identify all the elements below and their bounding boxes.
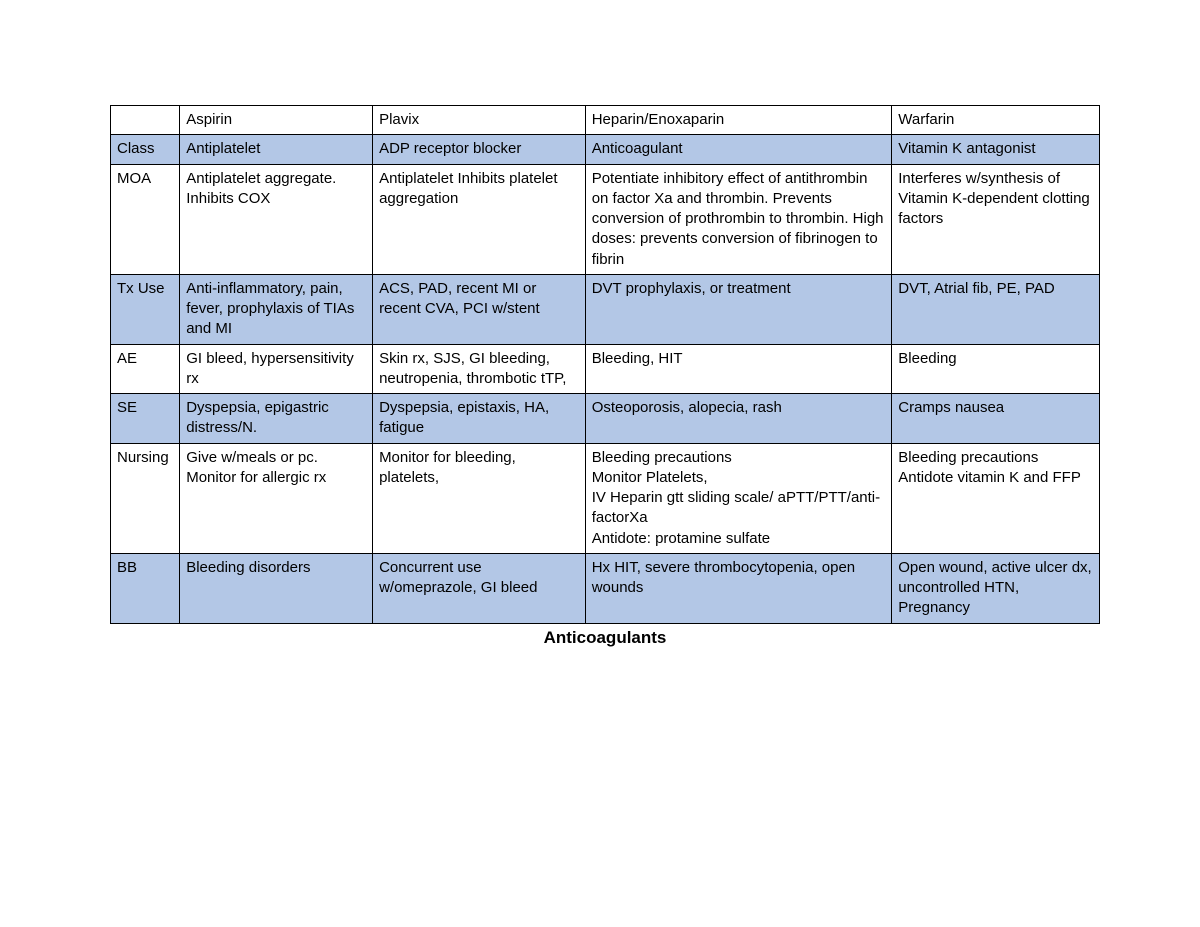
table-cell: Nursing bbox=[111, 443, 180, 553]
table-caption: Anticoagulants bbox=[110, 628, 1100, 648]
table-cell: Aspirin bbox=[180, 106, 373, 135]
table-cell: Anticoagulant bbox=[585, 135, 892, 164]
table-cell: Bleeding disorders bbox=[180, 553, 373, 623]
table-cell: Warfarin bbox=[892, 106, 1100, 135]
table-row: ClassAntiplateletADP receptor blockerAnt… bbox=[111, 135, 1100, 164]
table-cell: GI bleed, hypersensitivity rx bbox=[180, 344, 373, 394]
table-cell: Give w/meals or pc. Monitor for allergic… bbox=[180, 443, 373, 553]
table-cell: Anti-inflammatory, pain, fever, prophyla… bbox=[180, 274, 373, 344]
table-row: AspirinPlavixHeparin/EnoxaparinWarfarin bbox=[111, 106, 1100, 135]
table-cell: SE bbox=[111, 394, 180, 444]
table-cell: Hx HIT, severe thrombocytopenia, open wo… bbox=[585, 553, 892, 623]
table-cell: ACS, PAD, recent MI or recent CVA, PCI w… bbox=[373, 274, 586, 344]
table-cell: Heparin/Enoxaparin bbox=[585, 106, 892, 135]
page: AspirinPlavixHeparin/EnoxaparinWarfarinC… bbox=[0, 0, 1200, 927]
table-row: BBBleeding disordersConcurrent use w/ome… bbox=[111, 553, 1100, 623]
table-cell: Antiplatelet Inhibits platelet aggregati… bbox=[373, 164, 586, 274]
table-cell: DVT, Atrial fib, PE, PAD bbox=[892, 274, 1100, 344]
table-cell: Dyspepsia, epigastric distress/N. bbox=[180, 394, 373, 444]
anticoagulants-table: AspirinPlavixHeparin/EnoxaparinWarfarinC… bbox=[110, 105, 1100, 624]
table-cell: AE bbox=[111, 344, 180, 394]
table-cell: Concurrent use w/omeprazole, GI bleed bbox=[373, 553, 586, 623]
table-cell: Potentiate inhibitory effect of antithro… bbox=[585, 164, 892, 274]
table-row: Tx UseAnti-inflammatory, pain, fever, pr… bbox=[111, 274, 1100, 344]
table-cell: Bleeding bbox=[892, 344, 1100, 394]
table-cell: ADP receptor blocker bbox=[373, 135, 586, 164]
table-row: NursingGive w/meals or pc. Monitor for a… bbox=[111, 443, 1100, 553]
table-cell: DVT prophylaxis, or treatment bbox=[585, 274, 892, 344]
table-cell: Bleeding precautionsMonitor Platelets,IV… bbox=[585, 443, 892, 553]
table-row: MOAAntiplatelet aggregate. Inhibits COXA… bbox=[111, 164, 1100, 274]
table-cell: Plavix bbox=[373, 106, 586, 135]
table-container: AspirinPlavixHeparin/EnoxaparinWarfarinC… bbox=[110, 105, 1100, 648]
table-row: AEGI bleed, hypersensitivity rxSkin rx, … bbox=[111, 344, 1100, 394]
table-cell: MOA bbox=[111, 164, 180, 274]
table-cell: Bleeding, HIT bbox=[585, 344, 892, 394]
table-cell: Vitamin K antagonist bbox=[892, 135, 1100, 164]
table-cell: Osteoporosis, alopecia, rash bbox=[585, 394, 892, 444]
table-cell: Class bbox=[111, 135, 180, 164]
table-cell: BB bbox=[111, 553, 180, 623]
table-cell: Tx Use bbox=[111, 274, 180, 344]
table-cell: Open wound, active ulcer dx, uncontrolle… bbox=[892, 553, 1100, 623]
table-cell: Cramps nausea bbox=[892, 394, 1100, 444]
table-cell: Antiplatelet aggregate. Inhibits COX bbox=[180, 164, 373, 274]
table-row: SEDyspepsia, epigastric distress/N.Dyspe… bbox=[111, 394, 1100, 444]
table-cell: Dyspepsia, epistaxis, HA, fatigue bbox=[373, 394, 586, 444]
table-cell: Monitor for bleeding, platelets, bbox=[373, 443, 586, 553]
table-cell bbox=[111, 106, 180, 135]
table-cell: Antiplatelet bbox=[180, 135, 373, 164]
table-cell: Bleeding precautionsAntidote vitamin K a… bbox=[892, 443, 1100, 553]
table-cell: Interferes w/synthesis of Vitamin K-depe… bbox=[892, 164, 1100, 274]
table-cell: Skin rx, SJS, GI bleeding, neutropenia, … bbox=[373, 344, 586, 394]
